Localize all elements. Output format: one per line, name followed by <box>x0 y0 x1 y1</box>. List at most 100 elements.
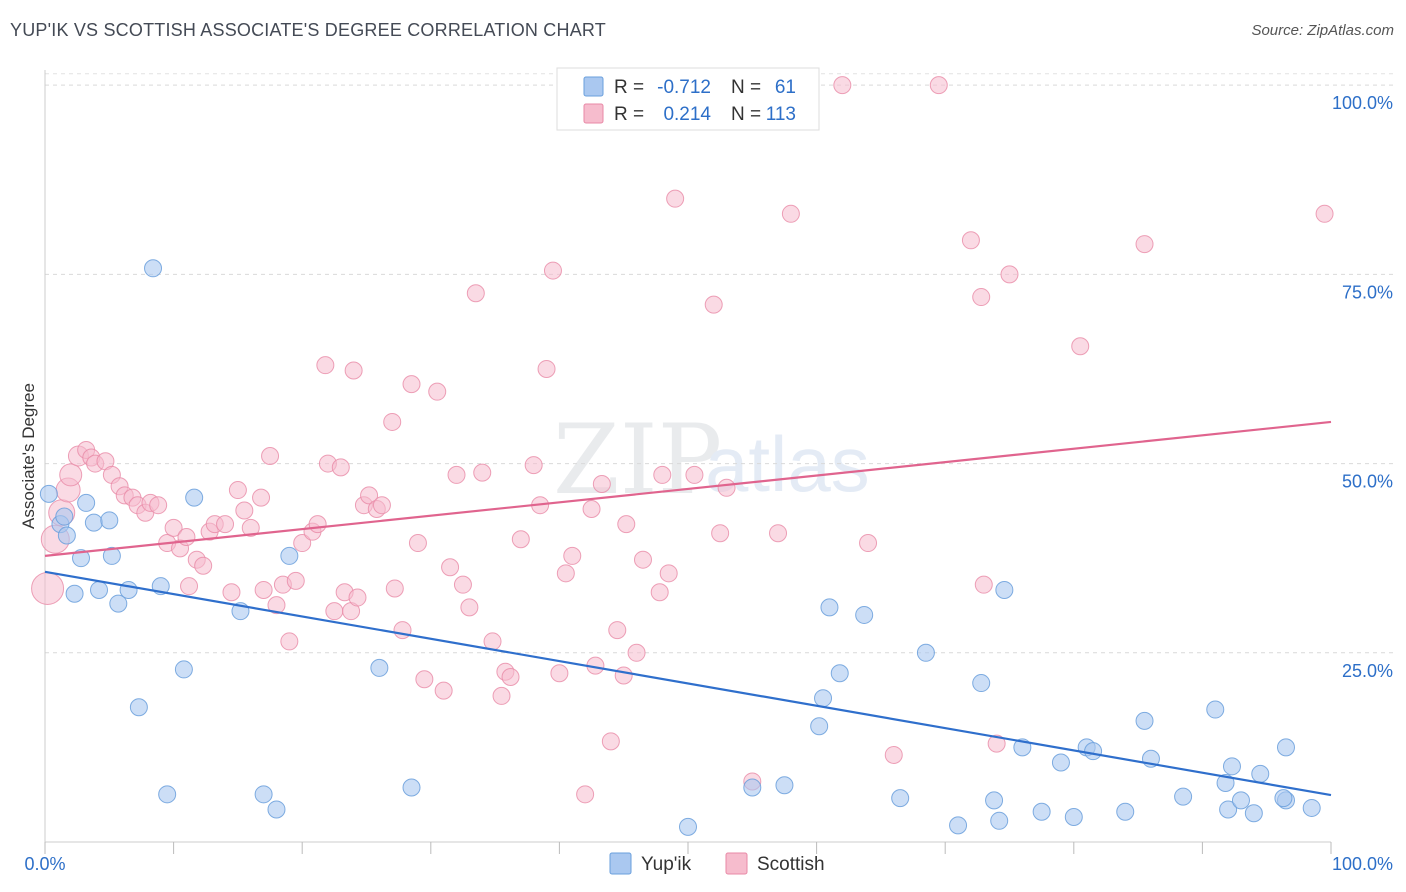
scottish-point <box>325 602 344 621</box>
scottish-point <box>408 534 427 553</box>
scottish-point <box>252 488 271 507</box>
scottish-point <box>961 231 980 250</box>
yupik-point <box>972 674 991 693</box>
yupik-point <box>158 785 177 804</box>
scottish-point <box>415 670 434 689</box>
scottish-point <box>241 518 260 537</box>
scottish-point <box>601 732 620 751</box>
series-swatch-yupik <box>609 852 632 875</box>
yupik-point <box>855 605 874 624</box>
yupik-point <box>370 658 389 677</box>
scottish-point <box>1000 265 1019 284</box>
scottish-point <box>441 558 460 577</box>
scottish-point <box>149 496 168 515</box>
yupik-point <box>129 698 148 717</box>
scottish-point <box>293 534 312 553</box>
scottish-point <box>974 575 993 594</box>
legend-r-label-scottish: R = <box>614 104 644 125</box>
y-tick-label: 25.0% <box>1342 661 1393 681</box>
scottish-point <box>511 530 530 549</box>
yupik-point <box>820 598 839 617</box>
scottish-point <box>711 524 730 543</box>
yupik-point <box>830 664 849 683</box>
scottish-point <box>59 463 83 487</box>
yupik-point <box>254 785 273 804</box>
scottish-point <box>608 621 627 640</box>
yupik-point <box>72 549 91 568</box>
yupik-point <box>1174 787 1193 806</box>
scottish-point <box>859 534 878 553</box>
scottish-point <box>1315 204 1334 223</box>
scottish-point <box>393 621 412 640</box>
scottish-point <box>402 375 421 394</box>
yupik-point <box>185 488 204 507</box>
yupik-point <box>39 484 58 503</box>
scottish-point <box>543 261 562 280</box>
yupik-point <box>1135 711 1154 730</box>
yupik-point <box>1231 791 1250 810</box>
yupik-point <box>1302 798 1321 817</box>
scottish-point <box>563 546 582 565</box>
yupik-point <box>1222 757 1241 776</box>
yupik-points <box>39 259 1321 836</box>
scottish-point <box>428 382 447 401</box>
scottish-point <box>228 481 247 500</box>
yupik-point <box>1276 738 1295 757</box>
axes: 25.0% 50.0% 75.0% 100.0% 0.0% 100.0% <box>24 70 1393 874</box>
legend-n-label-scottish: N = <box>731 104 761 125</box>
yupik-point <box>109 594 128 613</box>
scottish-point <box>344 361 363 380</box>
scottish-point <box>434 681 453 700</box>
scottish-point <box>466 284 485 303</box>
scottish-point <box>383 412 402 431</box>
scottish-point <box>633 550 652 569</box>
scottish-point <box>653 465 672 484</box>
yupik-point <box>995 580 1014 599</box>
legend-r-value-yupik: -0.712 <box>657 77 711 98</box>
scottish-point <box>1135 235 1154 254</box>
yupik-point <box>743 778 762 797</box>
yupik-point <box>1032 802 1051 821</box>
scottish-point <box>501 668 520 687</box>
scottish-point <box>929 76 948 95</box>
y-tick-label: 100.0% <box>1332 93 1393 113</box>
yupik-point <box>814 689 833 708</box>
scottish-point <box>308 515 327 534</box>
yupik-point <box>1116 802 1135 821</box>
grid <box>45 73 1394 654</box>
yupik-point <box>65 584 84 603</box>
yupik-point <box>144 259 163 278</box>
scottish-point <box>254 580 273 599</box>
series-legend: Yup'ik Scottish <box>609 852 825 875</box>
yupik-point <box>267 800 286 819</box>
trend-lines <box>44 420 1332 797</box>
yupik-point <box>90 580 109 599</box>
yupik-point <box>1244 804 1263 823</box>
series-label-yupik: Yup'ik <box>641 854 692 875</box>
scottish-point <box>972 288 991 307</box>
scottish-point <box>280 632 299 651</box>
scottish-point <box>261 447 280 465</box>
scottish-point <box>987 734 1006 753</box>
scottish-point <box>650 583 669 602</box>
scottish-point <box>164 518 183 537</box>
legend-n-value-scottish: 113 <box>766 104 796 125</box>
scottish-point <box>537 359 556 378</box>
scottish-point <box>556 564 575 583</box>
scottish-point <box>331 458 350 477</box>
scottish-point <box>177 527 196 546</box>
legend-swatch-scottish <box>583 103 604 124</box>
yupik-point <box>1216 773 1235 792</box>
scottish-point <box>1071 337 1090 356</box>
yupik-point <box>990 811 1009 830</box>
scottish-point <box>704 295 723 314</box>
scottish-point <box>666 189 685 208</box>
yupik-point <box>84 513 103 532</box>
yupik-point <box>57 526 76 545</box>
scottish-point <box>769 524 788 543</box>
yupik-point <box>810 717 829 736</box>
yupik-point <box>1064 808 1083 827</box>
chart-title: YUP'IK VS SCOTTISH ASSOCIATE'S DEGREE CO… <box>10 20 606 40</box>
series-swatch-scottish <box>725 852 748 875</box>
scottish-point <box>385 579 404 598</box>
